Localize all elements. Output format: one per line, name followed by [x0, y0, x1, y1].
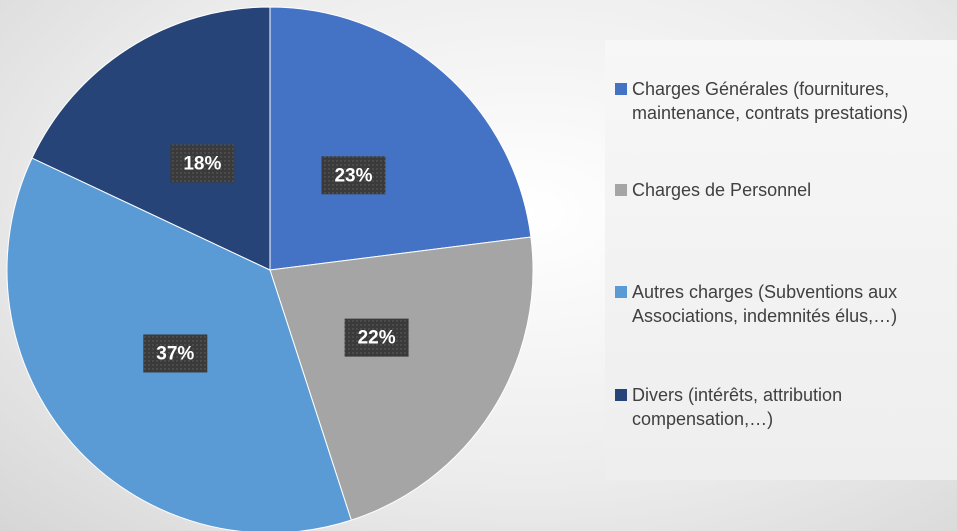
legend: Charges Générales (fournitures, maintena… [605, 40, 957, 480]
data-label-box [143, 334, 208, 373]
data-label: 22% [358, 328, 396, 349]
data-label-box [321, 156, 386, 195]
legend-entry: Autres charges (Subventions aux Associat… [615, 280, 957, 328]
legend-entry: Charges Générales (fournitures, maintena… [615, 77, 957, 125]
legend-label: Divers (intérêts, attribution compensati… [632, 385, 843, 429]
pie-slice [31, 6, 271, 271]
legend-entry: Charges de Personnel [615, 178, 957, 202]
data-label: 18% [183, 153, 221, 174]
pie-slice [269, 6, 532, 271]
legend-label: Charges Générales (fournitures, maintena… [632, 79, 909, 123]
data-label-box [170, 144, 235, 183]
data-label: 23% [334, 165, 372, 186]
data-label-box [344, 318, 409, 357]
legend-label: Autres charges (Subventions aux Associat… [632, 282, 898, 326]
legend-key [615, 286, 627, 298]
legend-key [615, 389, 627, 401]
data-label: 37% [156, 343, 194, 364]
legend-label: Charges de Personnel [632, 180, 812, 200]
legend-key [615, 83, 627, 95]
pie-slice [269, 236, 534, 521]
legend-key [615, 184, 627, 196]
legend-entry: Divers (intérêts, attribution compensati… [615, 383, 957, 431]
